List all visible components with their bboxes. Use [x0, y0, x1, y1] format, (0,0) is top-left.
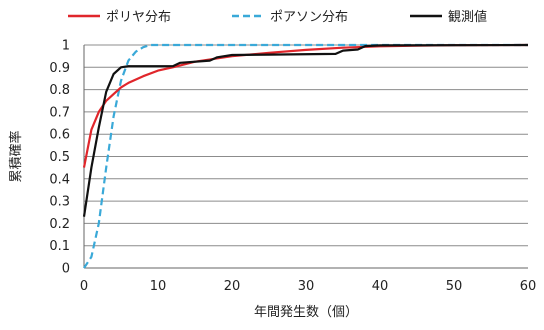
y-tick-label: 0.4: [49, 172, 70, 187]
axes: [83, 45, 528, 269]
x-tick-label: 40: [372, 279, 389, 294]
x-tick-label: 60: [520, 279, 537, 294]
y-tick-label: 0.2: [49, 217, 70, 232]
y-tick-label: 0.3: [49, 195, 70, 210]
y-tick-label: 0.9: [49, 61, 70, 76]
y-tick-label: 0: [62, 262, 70, 277]
x-tick-label: 0: [80, 279, 88, 294]
series-lines: [82, 43, 529, 269]
y-axis-title: 累積確率: [8, 130, 24, 182]
gridlines: [84, 44, 528, 269]
legend: ポリヤ分布 ポアソン分布 観測値: [68, 9, 487, 25]
legend-label-1: ポアソン分布: [270, 10, 348, 25]
y-tick-label: 0.5: [49, 150, 70, 165]
x-tick-label: 30: [298, 279, 315, 294]
series-line-1: [83, 43, 528, 269]
y-tick-label: 0.1: [49, 239, 70, 254]
x-tick-label: 20: [224, 279, 241, 294]
y-tick-label: 0.7: [49, 105, 70, 120]
x-axis-title: 年間発生数（個）: [254, 305, 358, 320]
series-line-2: [82, 43, 529, 217]
y-tick-label: 1: [62, 39, 70, 54]
series-line-0: [82, 43, 529, 168]
y-tick-label: 0.6: [49, 128, 70, 143]
legend-label-2: 観測値: [448, 9, 487, 25]
legend-label-0: ポリヤ分布: [106, 10, 171, 25]
x-tick-label: 10: [150, 279, 167, 294]
x-tick-label: 50: [446, 279, 463, 294]
tick-labels: 00.10.20.30.40.50.60.70.80.910 10 20 30 40 50…: [49, 39, 536, 295]
y-tick-label: 0.8: [49, 83, 70, 98]
